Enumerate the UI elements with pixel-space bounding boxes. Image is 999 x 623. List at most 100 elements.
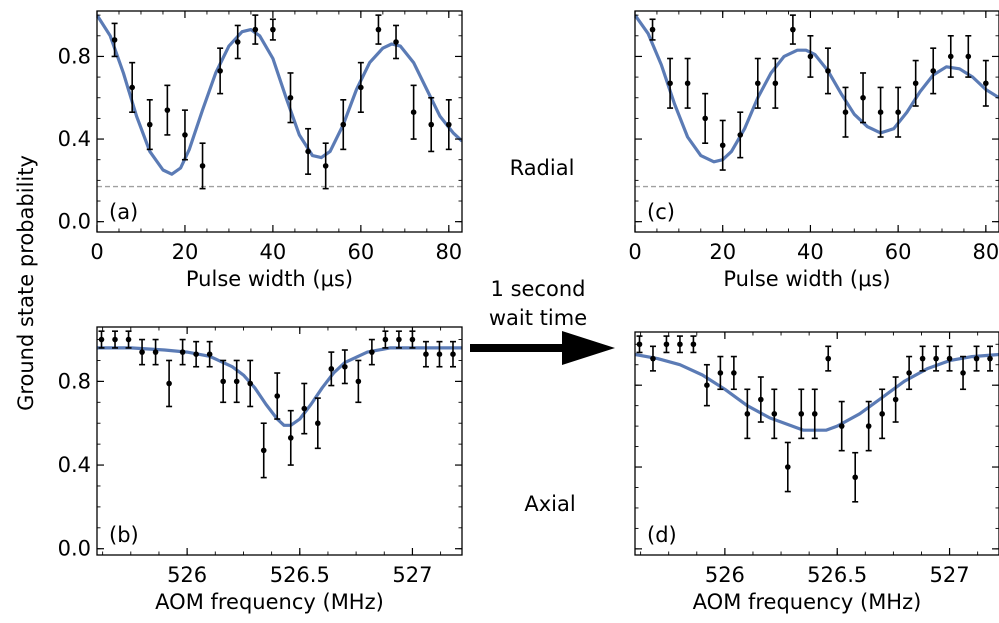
data-point	[636, 335, 643, 354]
data-point	[825, 345, 832, 372]
data-point	[436, 340, 443, 368]
x-tick-label: 0	[90, 240, 103, 264]
data-point	[112, 330, 119, 349]
data-point	[181, 109, 188, 161]
data-point	[382, 330, 389, 349]
data-point	[111, 22, 118, 58]
data-point	[807, 34, 814, 78]
data-point	[368, 338, 375, 366]
data-point	[946, 345, 953, 372]
radial-label: Radial	[510, 156, 575, 180]
x-axis-label: Pulse width (μs)	[723, 267, 890, 291]
data-point	[982, 59, 989, 107]
data-point	[798, 388, 805, 440]
data-point	[789, 14, 796, 45]
data-point	[912, 59, 919, 107]
data-point	[649, 18, 656, 41]
data-point	[892, 376, 899, 423]
data-point	[771, 388, 778, 440]
data-point	[702, 92, 709, 144]
data-point	[667, 57, 674, 109]
data-point	[449, 340, 456, 368]
data-point	[919, 345, 926, 372]
data-point	[906, 355, 913, 391]
data-point	[960, 355, 967, 391]
x-tick-label: 526	[705, 563, 745, 587]
x-axis-label: AOM frequency (MHz)	[155, 590, 384, 614]
data-point	[340, 99, 347, 151]
data-point	[125, 330, 132, 349]
y-tick-label: 0.8	[58, 369, 91, 393]
x-axis-label: Pulse width (μs)	[186, 267, 353, 291]
x-tick-label: 527	[930, 563, 970, 587]
data-point	[754, 57, 761, 109]
x-tick-label: 60	[347, 240, 374, 264]
data-point	[247, 359, 254, 408]
x-axis-label: AOM frequency (MHz)	[693, 590, 922, 614]
x-tick-label: 20	[172, 240, 199, 264]
data-point	[98, 330, 105, 349]
data-point	[965, 34, 972, 78]
data-point	[744, 388, 751, 440]
data-point	[987, 345, 994, 372]
data-point	[860, 72, 867, 124]
data-point	[933, 345, 940, 372]
data-point	[719, 119, 726, 171]
data-point	[445, 99, 452, 151]
wait-time-arrow	[470, 331, 615, 365]
data-point	[852, 451, 859, 503]
data-point	[375, 14, 382, 45]
axial-label: Axial	[524, 492, 575, 516]
x-tick-label: 40	[260, 240, 287, 264]
data-point	[287, 409, 294, 466]
data-point	[663, 335, 670, 354]
data-point	[395, 330, 402, 349]
x-tick-label: 526.5	[270, 563, 330, 587]
data-point	[357, 61, 364, 114]
fit-curve-d	[635, 352, 999, 432]
data-point	[690, 335, 697, 354]
data-point	[252, 14, 259, 45]
data-point	[206, 340, 213, 368]
data-point	[146, 99, 153, 151]
data-point	[879, 388, 886, 440]
data-point	[301, 382, 308, 435]
y-tick-label: 0.4	[58, 453, 91, 477]
y-tick-label: 0.4	[58, 127, 91, 151]
panel-c: 0 20 40 60 80 Pulse width (μs) (c)	[628, 10, 999, 291]
x-tick-label: 526	[167, 563, 207, 587]
data-point	[842, 86, 849, 138]
shared-ylabel: Ground state probability	[14, 155, 38, 411]
data-point	[305, 127, 312, 175]
x-tick-label: 60	[885, 240, 912, 264]
x-tick-label: 80	[435, 240, 462, 264]
data-point	[314, 397, 321, 450]
data-point	[865, 400, 872, 452]
data-point	[684, 57, 691, 109]
y-tick-label: 0.0	[58, 210, 91, 234]
axes-frame-d	[634, 331, 999, 556]
fit-curve-a	[97, 14, 462, 176]
x-tick-label: 80	[972, 240, 999, 264]
data-point	[422, 340, 429, 368]
data-point	[757, 376, 764, 423]
data-point	[179, 338, 186, 366]
data-point	[355, 359, 362, 404]
data-point	[930, 47, 937, 95]
data-point	[947, 34, 954, 78]
data-point	[260, 422, 267, 479]
data-point	[139, 338, 146, 366]
data-point	[703, 363, 710, 407]
data-point	[730, 355, 737, 391]
data-point	[676, 335, 683, 354]
x-tick-label: 527	[392, 563, 432, 587]
data-point	[274, 372, 281, 420]
data-point	[164, 84, 171, 136]
y-tick-label: 0.0	[58, 537, 91, 561]
x-tick-label: 0	[628, 240, 641, 264]
axes-frame-a	[96, 10, 463, 233]
data-point	[269, 18, 276, 41]
data-point	[784, 441, 791, 493]
data-point	[328, 351, 335, 387]
